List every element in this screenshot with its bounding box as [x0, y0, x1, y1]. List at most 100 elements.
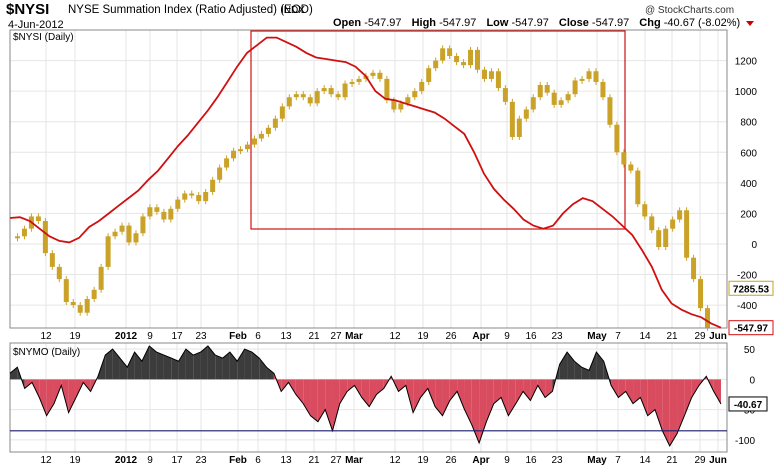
- y-tick-label: 1200: [735, 57, 758, 68]
- price-bar: [189, 193, 195, 196]
- oscillator-segment: [574, 361, 582, 380]
- oscillator-segment: [215, 355, 223, 380]
- price-bar: [140, 216, 146, 234]
- price-bar: [133, 233, 139, 243]
- copyright-text: @ StockCharts.com: [645, 5, 735, 16]
- price-bar: [119, 225, 125, 232]
- oscillator-segment: [515, 379, 524, 404]
- x-tick-label: 16: [525, 455, 537, 466]
- ma-value-tag: [728, 280, 774, 296]
- x-tick-label: 23: [195, 331, 207, 342]
- nysi-bars: [14, 45, 711, 331]
- oscillator-segment: [53, 379, 62, 404]
- symbol-title: $NYSI: [6, 1, 50, 18]
- price-bar: [565, 94, 571, 101]
- oscillator-segment: [464, 379, 472, 425]
- close-value-tag-text: -547.97: [734, 324, 768, 335]
- oscillator-segment: [119, 358, 128, 380]
- oscillator-segment: [310, 379, 318, 422]
- price-bar: [356, 78, 362, 82]
- price-bar: [530, 97, 536, 110]
- x-tick-label: 12: [40, 331, 52, 342]
- high-value: -547.97: [439, 17, 477, 29]
- oscillator-segment: [567, 352, 575, 380]
- price-bar: [272, 118, 278, 128]
- price-bar: [398, 103, 404, 110]
- x-tick-label: 23: [551, 331, 563, 342]
- oscillator-segment: [354, 379, 362, 398]
- price-bar: [607, 97, 613, 125]
- x-tick-label: 14: [639, 455, 651, 466]
- nysi-moving-average-line: [9, 36, 722, 329]
- main-y-axis-ticks: -400 -200 0 200 400 600 800 1000 1200: [735, 57, 758, 313]
- price-bar: [663, 228, 669, 248]
- price-bar: [384, 78, 390, 101]
- price-bar: [91, 289, 97, 299]
- oscillator-segment: [677, 379, 685, 434]
- price-bar: [35, 216, 41, 222]
- price-bar: [126, 225, 132, 243]
- x-tick-label: Mar: [345, 331, 363, 342]
- oscillator-segment: [295, 379, 304, 404]
- x-tick-label: 19: [69, 455, 81, 466]
- sub-y-axis-ticks: -100-50050: [735, 345, 755, 447]
- oscillator-segment: [185, 349, 194, 380]
- oscillator-segment: [105, 349, 113, 380]
- price-bar: [656, 230, 662, 248]
- y-tick-label: 1000: [735, 87, 758, 98]
- oscillator-segment: [68, 379, 76, 413]
- exchange-label: INDX: [281, 5, 305, 16]
- price-bar: [112, 231, 118, 237]
- oscillator-segment: [501, 379, 509, 416]
- x-tick-label: 27: [330, 455, 342, 466]
- x-tick-label: 7: [615, 331, 621, 342]
- sub-x-axis-ticks: 12 19 2012 9 17 23 Feb 6 13 21 27 Mar 12 19 26 Apr 9 16 23…: [40, 455, 726, 466]
- x-tick-label: May: [587, 331, 607, 342]
- sub-panel-legend: $NYMO (Daily): [13, 347, 80, 358]
- price-bar: [642, 204, 648, 217]
- x-tick-label: 9: [147, 455, 153, 466]
- price-bar: [63, 279, 69, 303]
- oscillator-segment: [611, 379, 619, 398]
- price-bar: [621, 152, 627, 165]
- oscillator-segment: [141, 346, 150, 380]
- oscillator-segment: [691, 379, 700, 398]
- x-tick-label: 17: [171, 455, 183, 466]
- x-tick-label: 17: [171, 331, 183, 342]
- price-bar: [523, 109, 529, 119]
- y-tick-label: 600: [740, 148, 757, 159]
- price-bar: [314, 91, 320, 104]
- oscillator-segment: [10, 367, 18, 380]
- oscillator-segment: [237, 349, 245, 380]
- price-bar: [98, 266, 104, 290]
- price-bar: [475, 49, 481, 70]
- price-bar: [593, 71, 599, 82]
- x-tick-label: 21: [308, 331, 320, 342]
- oscillator-segment: [618, 379, 626, 398]
- oscillator-segment: [471, 379, 480, 443]
- open-value: -547.97: [364, 17, 402, 29]
- price-bar: [161, 211, 167, 220]
- price-bar: [635, 170, 641, 205]
- oscillator-segment: [427, 379, 436, 407]
- oscillator-segment: [457, 379, 465, 410]
- price-bar: [440, 48, 446, 61]
- y-tick-label: 800: [740, 118, 757, 129]
- price-bar: [14, 236, 20, 239]
- oscillator-segment: [640, 379, 648, 416]
- y-tick-label: 200: [740, 209, 757, 220]
- oscillator-segment: [369, 379, 377, 407]
- price-bar: [265, 127, 271, 134]
- price-bar: [614, 124, 620, 153]
- price-bar: [628, 164, 634, 171]
- oscillator-segment: [486, 379, 494, 422]
- oscillator-segment: [655, 379, 663, 431]
- price-bar: [258, 133, 264, 139]
- x-tick-label: 13: [280, 455, 292, 466]
- y-tick-label: 400: [740, 179, 757, 190]
- x-tick-label: 23: [195, 455, 207, 466]
- price-bar: [551, 92, 557, 105]
- price-bar: [419, 81, 425, 92]
- oscillator-segment: [149, 346, 157, 380]
- sub-value-tags: -40.67: [728, 396, 768, 412]
